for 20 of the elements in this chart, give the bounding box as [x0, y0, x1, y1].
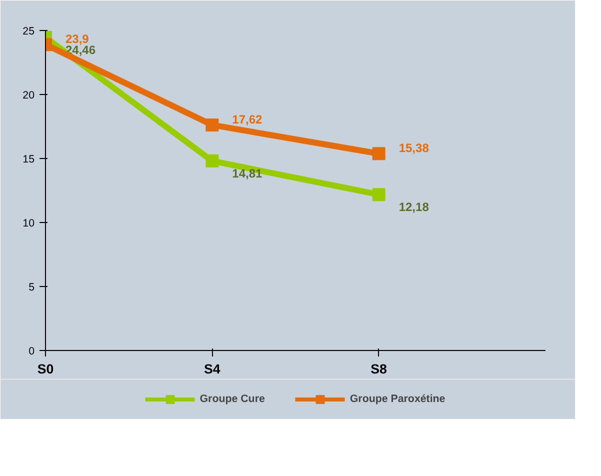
y-tick-label: 10: [22, 218, 35, 230]
point: [372, 188, 386, 202]
y-tick-label: 0: [28, 346, 35, 358]
x-tick-label: S8: [370, 362, 387, 376]
point: [206, 118, 219, 132]
data-label: 23,9: [66, 32, 90, 46]
y-tick-label: 15: [22, 154, 35, 166]
x-tick-label: S0: [37, 362, 54, 376]
point: [206, 154, 219, 168]
legend-label: Groupe Cure: [200, 393, 265, 405]
y-tick-label: 5: [28, 282, 35, 294]
data-label: 14,81: [232, 166, 263, 180]
y-tick-label: 25: [22, 26, 35, 38]
legend-label: Groupe Paroxétine: [350, 393, 446, 405]
point: [372, 147, 386, 160]
data-label: 12,18: [398, 200, 430, 214]
data-label: 17,62: [232, 112, 263, 126]
data-label: 15,38: [398, 141, 430, 156]
y-tick-label: 20: [22, 90, 35, 102]
x-tick-label: S4: [204, 362, 221, 376]
